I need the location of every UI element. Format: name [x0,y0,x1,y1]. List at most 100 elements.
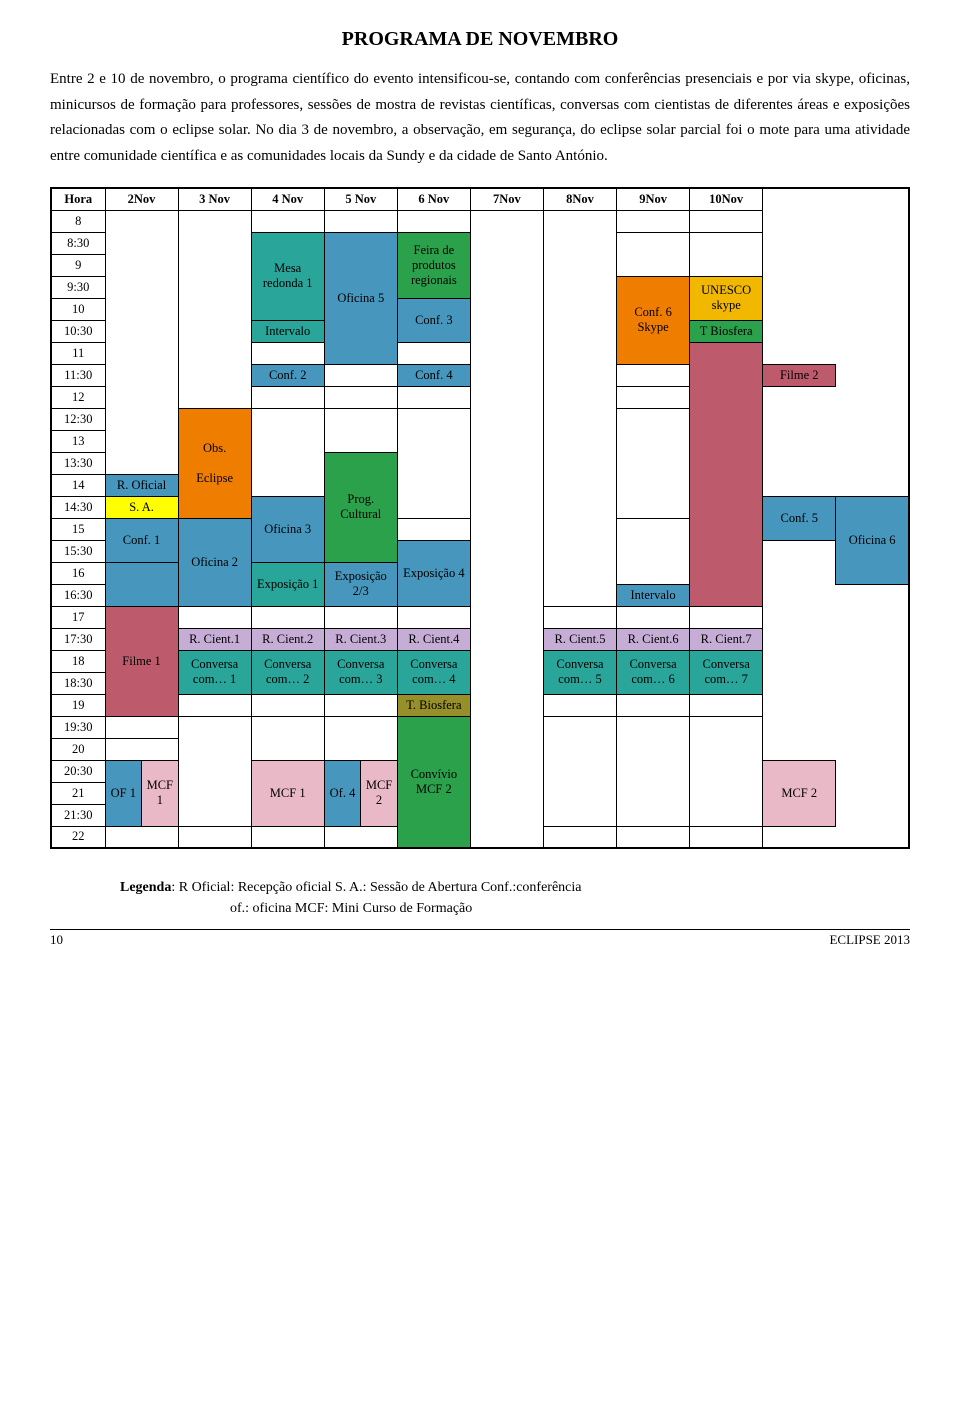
th-3nov: 3 Nov [178,188,251,210]
hour: 8 [51,210,105,232]
empty [324,386,397,408]
cv5: Conversa com… 5 [543,650,616,694]
hour: 9 [51,254,105,276]
empty [617,386,690,408]
tbios2: T. Biosfera [397,694,470,716]
th-2nov: 2Nov [105,188,178,210]
empty [617,606,690,628]
oficina3: Oficina 3 [251,496,324,562]
empty [617,826,690,848]
header-row: Hora 2Nov 3 Nov 4 Nov 5 Nov 6 Nov 7Nov 8… [51,188,909,210]
empty [324,716,397,760]
empty [105,210,178,474]
legend: Legenda: R Oficial: Recepção oficial S. … [120,877,910,919]
rc3: R. Cient.3 [324,628,397,650]
intervalo: Intervalo [251,320,324,342]
th-7nov: 7Nov [470,188,543,210]
of1: OF 1 [106,761,143,826]
legend-line2: of.: oficina MCF: Mini Curso de Formação [230,898,472,919]
th-hora: Hora [51,188,105,210]
empty [178,694,251,716]
empty [617,232,690,276]
empty [105,716,178,738]
of4-mcf2: Of. 4 MCF 2 [324,760,397,826]
empty [397,386,470,408]
th-10nov: 10Nov [690,188,763,210]
empty [690,210,763,232]
hour: 11 [51,342,105,364]
page-title: PROGRAMA DE NOVEMBRO [50,28,910,51]
empty [543,826,616,848]
exp4: Exposição 4 [397,540,470,606]
empty [251,386,324,408]
hour: 13:30 [51,452,105,474]
filme1: Filme 1 [105,606,178,716]
empty [324,826,397,848]
rc4: R. Cient.4 [397,628,470,650]
mcf1s: MCF 1 [142,761,178,826]
empty [178,826,251,848]
conf3: Conf. 3 [397,298,470,342]
rc7: R. Cient.7 [690,628,763,650]
exp1: Exposição 1 [251,562,324,606]
oficina5: Oficina 5 [324,232,397,364]
empty [178,210,251,408]
th-6nov: 6 Nov [397,188,470,210]
schedule-table: Hora 2Nov 3 Nov 4 Nov 5 Nov 6 Nov 7Nov 8… [50,187,910,849]
cv6: Conversa com… 6 [617,650,690,694]
empty [251,210,324,232]
hour: 18:30 [51,672,105,694]
th-5nov: 5 Nov [324,188,397,210]
empty [690,716,763,826]
conf2: Conf. 2 [251,364,324,386]
hour: 19 [51,694,105,716]
empty [397,342,470,364]
hour: 22 [51,826,105,848]
empty [105,738,178,760]
hour: 12:30 [51,408,105,430]
cv4: Conversa com… 4 [397,650,470,694]
empty [690,826,763,848]
of4: Of. 4 [325,761,362,826]
hour: 21 [51,782,105,804]
prog-cultural: Prog. Cultural [324,452,397,562]
eclipse-label: Eclipse [196,471,233,485]
rc6: R. Cient.6 [617,628,690,650]
hour: 8:30 [51,232,105,254]
cv3: Conversa com… 3 [324,650,397,694]
hour: 18 [51,650,105,672]
hour: 16 [51,562,105,584]
empty [251,694,324,716]
hour: 20 [51,738,105,760]
empty [690,342,763,606]
intervalo2: Intervalo [617,584,690,606]
mesa-redonda: Mesa redonda 1 [251,232,324,320]
rc2: R. Cient.2 [251,628,324,650]
r-oficial: R. Oficial [105,474,178,496]
empty [397,210,470,232]
empty [690,694,763,716]
empty [617,210,690,232]
empty [470,210,543,848]
hour: 10 [51,298,105,320]
hour: 10:30 [51,320,105,342]
empty [397,408,470,518]
empty [251,716,324,760]
hour: 14 [51,474,105,496]
exp23: Exposição 2/3 [324,562,397,606]
hour: 15:30 [51,540,105,562]
hour: 16:30 [51,584,105,606]
empty [251,408,324,496]
cv7: Conversa com… 7 [690,650,763,694]
obs-label: Obs. [203,441,226,455]
empty [324,694,397,716]
oficina2: Oficina 2 [178,518,251,606]
hour: 21:30 [51,804,105,826]
conf4: Conf. 4 [397,364,470,386]
of1-mcf1: OF 1 MCF 1 [105,760,178,826]
footer: 10 ECLIPSE 2013 [50,929,910,948]
hour: 12 [51,386,105,408]
empty [324,210,397,232]
empty [617,364,690,386]
hour: 11:30 [51,364,105,386]
